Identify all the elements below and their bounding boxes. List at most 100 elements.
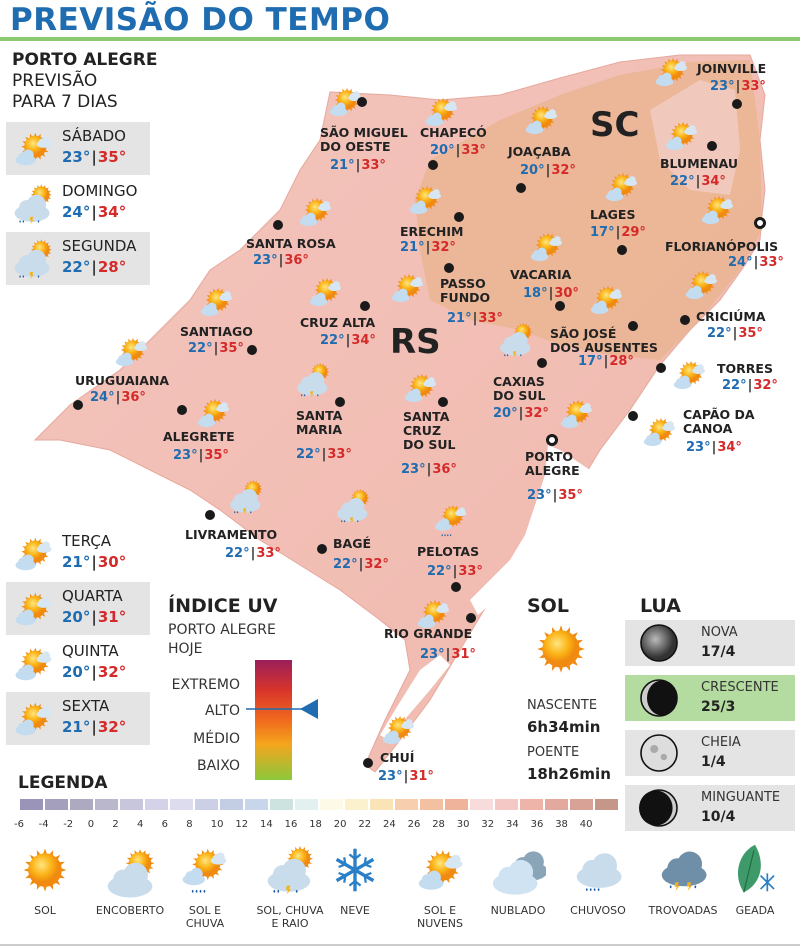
city-name: SÃO MIGUEL DO OESTE [320,125,408,154]
min-temp: 23° [420,647,445,662]
separator: | [345,333,351,348]
sun-rain-icon [177,842,233,898]
scale-swatch [495,799,518,810]
uv-subtitle-2: HOJE [168,641,203,657]
scale-swatch [245,799,268,810]
city-name: CHUÍ [380,750,415,765]
temperature-range: 22°|34° [670,174,726,189]
separator: | [426,462,432,477]
city-name: SANTA ROSA [246,236,336,251]
scale-swatch [345,799,368,810]
scale-swatch [220,799,243,810]
day-name: TERÇA [62,532,112,550]
scale-swatch [195,799,218,810]
day-name: QUARTA [62,587,123,605]
city-dot [451,582,461,592]
uv-subtitle-1: PORTO ALEGRE [168,622,276,638]
temperature-range: 23°|35° [173,448,229,463]
temperature-range: 20°|32° [62,663,126,681]
sun-clouds-icon [523,227,569,267]
city-dot [363,758,373,768]
max-temp: 36° [284,253,309,268]
lagoa-dos-patos [470,445,590,615]
forecast-day: SÁBADO 23°|35° [6,122,150,175]
forecast-city: PORTO ALEGRE [12,50,158,70]
min-temp: 22° [225,546,250,561]
temperature-range: 21°|32° [62,718,126,736]
scale-label: 20 [333,819,347,830]
scale-swatch [95,799,118,810]
scale-swatch [445,799,468,810]
moon-title: LUA [640,595,681,617]
city-name: CAPÃO DA CANOA [683,407,755,436]
min-temp: 23° [710,79,735,94]
scale-label: 26 [407,819,421,830]
city-dot [680,315,690,325]
forecast-subtitle-1: PREVISÃO [12,71,98,91]
city-name: LIVRAMENTO [185,527,278,542]
legend-item: SOL [2,842,88,917]
temperature-range: 23°|31° [420,647,476,662]
sunrise-time: 6h34min [527,718,601,736]
separator: | [747,378,753,393]
city-dot [73,400,83,410]
scale-swatch [270,799,293,810]
max-temp: 32° [364,557,389,572]
state-label-rs: RS [390,322,441,362]
city-name: LAGES [590,207,636,222]
temperature-range: 22°|33° [225,546,281,561]
max-temp: 31° [451,647,476,662]
max-temp: 28° [609,354,634,369]
city-dot [454,212,464,222]
scale-swatch [570,799,593,810]
legend-item: ENCOBERTO [87,842,173,917]
scale-swatch [120,799,143,810]
city-name: PELOTAS [417,544,480,559]
max-temp: 30° [554,286,579,301]
sun-clouds-icon [322,82,368,122]
separator: | [445,647,451,662]
page-title: PREVISÃO DO TEMPO [10,2,391,38]
legend-label: CHUVOSO [570,904,626,917]
temperature-range: 22°|35° [707,326,763,341]
scale-swatch [45,799,68,810]
separator: | [425,240,431,255]
moon-phase-nova: NOVA 17/4 [625,620,795,666]
sun-rain-lightning-icon [8,236,58,282]
forecast-header: PORTO ALEGRE PREVISÃO PARA 7 DIAS [12,50,157,113]
scale-label: 18 [309,819,322,830]
city-name: ERECHIM [400,224,464,239]
scale-swatch [470,799,493,810]
city-dot [335,397,345,407]
max-temp: 32° [431,240,456,255]
temperature-range: 23°|35° [62,148,126,166]
min-temp: 17° [578,354,603,369]
scale-label: -4 [38,819,49,830]
overcast-icon [102,842,158,898]
city-dot [537,358,547,368]
forecast-day: TERÇA 21°|30° [6,527,150,580]
city-dot [656,363,666,373]
city-name: ALEGRETE [163,429,235,444]
max-temp: 35° [558,488,583,503]
title-divider [0,37,800,41]
temperature-range: 23°|36° [253,253,309,268]
max-temp: 28° [97,258,127,276]
max-temp: 32° [97,718,127,736]
city-dot [357,97,367,107]
max-temp: 34° [701,174,726,189]
max-temp: 33° [478,311,503,326]
temperature-range: 22°|33° [296,447,352,462]
min-temp: 24° [728,255,753,270]
sun-clouds-icon [397,368,443,408]
min-temp: 23° [401,462,426,477]
bottom-divider [0,944,800,946]
sun-rain-lightning-icon [493,320,539,360]
city-dot [273,220,283,230]
temperature-range: 17°|29° [590,225,646,240]
separator: | [545,163,551,178]
sun-clouds-icon [402,180,448,220]
city-dot [707,141,717,151]
sun-rain-lightning-icon [290,360,336,400]
temperature-range: 24°|33° [728,255,784,270]
